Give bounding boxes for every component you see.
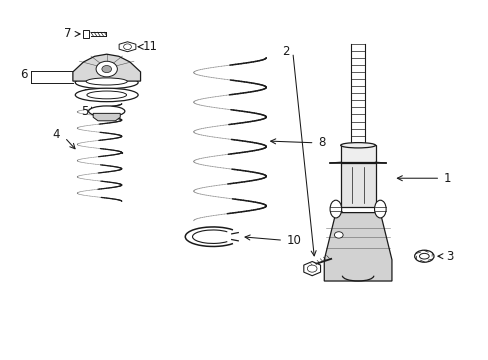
Text: 9: 9 xyxy=(82,89,90,102)
Ellipse shape xyxy=(419,253,428,259)
Text: 2: 2 xyxy=(282,45,289,58)
Text: 11: 11 xyxy=(142,40,158,53)
Ellipse shape xyxy=(75,76,138,89)
Text: 5: 5 xyxy=(81,105,89,118)
Circle shape xyxy=(123,44,131,50)
Ellipse shape xyxy=(329,200,341,218)
Polygon shape xyxy=(324,213,391,281)
Polygon shape xyxy=(119,42,136,52)
Polygon shape xyxy=(303,261,320,276)
Text: 4: 4 xyxy=(52,128,60,141)
Circle shape xyxy=(96,61,117,77)
Circle shape xyxy=(334,232,343,238)
Ellipse shape xyxy=(86,78,127,85)
Ellipse shape xyxy=(374,200,386,218)
Ellipse shape xyxy=(88,106,124,117)
Text: 3: 3 xyxy=(446,250,453,263)
Text: 10: 10 xyxy=(286,234,301,247)
Text: 1: 1 xyxy=(443,172,451,185)
Ellipse shape xyxy=(87,91,126,99)
Text: 6: 6 xyxy=(20,68,28,81)
Circle shape xyxy=(102,66,111,73)
Circle shape xyxy=(307,265,316,272)
Bar xyxy=(340,163,375,207)
Ellipse shape xyxy=(75,88,138,102)
Polygon shape xyxy=(93,113,120,121)
Text: 8: 8 xyxy=(318,136,325,149)
Bar xyxy=(83,31,89,37)
Text: 7: 7 xyxy=(64,27,71,40)
Polygon shape xyxy=(73,54,140,81)
Ellipse shape xyxy=(340,143,375,148)
Bar xyxy=(340,145,375,162)
Ellipse shape xyxy=(414,250,433,262)
